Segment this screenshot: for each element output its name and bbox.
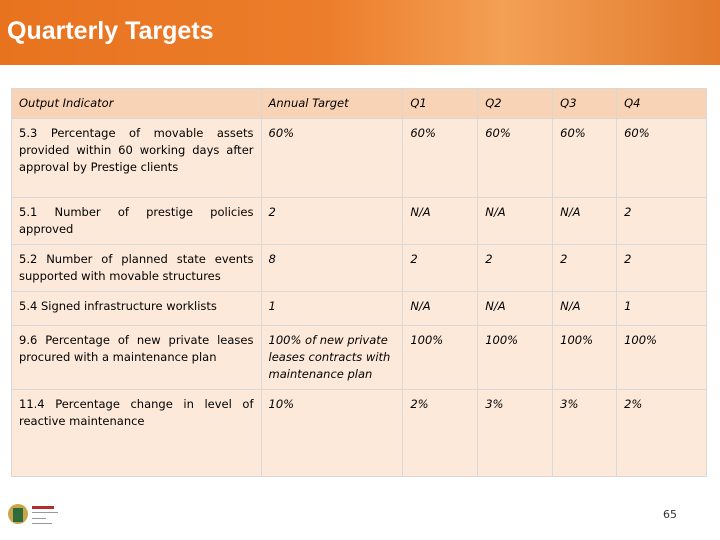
- table-row: 5.1 Number of prestige policies approved…: [11, 197, 707, 245]
- table-cell: 8: [260, 244, 404, 292]
- table-row: 11.4 Percentage change in level of react…: [11, 389, 707, 477]
- table-cell: 5.2 Number of planned state events suppo…: [11, 244, 262, 292]
- table-cell: 2: [616, 244, 707, 292]
- table-cell: 2: [260, 197, 404, 245]
- table-cell: 100%: [402, 325, 479, 390]
- table-cell: 100%: [477, 325, 554, 390]
- table-cell: 1: [616, 291, 707, 326]
- column-header: Q2: [477, 88, 554, 119]
- table-cell: 10%: [260, 389, 404, 477]
- table-cell: N/A: [552, 291, 618, 326]
- column-header: Output Indicator: [11, 88, 262, 119]
- table-cell: 2%: [616, 389, 707, 477]
- slide-title: Quarterly Targets: [7, 17, 214, 45]
- table-cell: 3%: [552, 389, 618, 477]
- table-cell: 60%: [616, 118, 707, 198]
- table-cell: 5.1 Number of prestige policies approved: [11, 197, 262, 245]
- table-cell: N/A: [402, 291, 479, 326]
- table-cell: 100%: [552, 325, 618, 390]
- table-cell: 2: [477, 244, 554, 292]
- header-band: [0, 0, 720, 65]
- table-cell: 2%: [402, 389, 479, 477]
- table-cell: 60%: [402, 118, 479, 198]
- table-cell: 2: [616, 197, 707, 245]
- table-cell: 5.4 Signed infrastructure worklists: [11, 291, 262, 326]
- table-cell: 9.6 Percentage of new private leases pro…: [11, 325, 262, 390]
- table-row: 5.2 Number of planned state events suppo…: [11, 244, 707, 292]
- table-cell: 60%: [552, 118, 618, 198]
- table-cell: 2: [552, 244, 618, 292]
- table-cell: 2: [402, 244, 479, 292]
- table-cell: 60%: [260, 118, 404, 198]
- column-header: Q4: [616, 88, 707, 119]
- targets-table: Output Indicator Annual Target Q1 Q2 Q3 Q4 5.3…: [11, 88, 707, 477]
- column-header: Annual Target: [260, 88, 404, 119]
- column-header: Q3: [552, 88, 618, 119]
- table-cell: 100%: [616, 325, 707, 390]
- table-cell: N/A: [552, 197, 618, 245]
- table-cell: N/A: [477, 197, 554, 245]
- table-cell: 1: [260, 291, 404, 326]
- table-cell: 60%: [477, 118, 554, 198]
- table-row: 9.6 Percentage of new private leases pro…: [11, 325, 707, 390]
- table-cell: 100% of new private leases contracts wit…: [260, 325, 404, 390]
- page-number: 65: [663, 508, 677, 521]
- table-row: 5.3 Percentage of movable assets provide…: [11, 118, 707, 198]
- table-cell: N/A: [402, 197, 479, 245]
- logo: [8, 504, 58, 524]
- table-cell: 3%: [477, 389, 554, 477]
- table-cell: 11.4 Percentage change in level of react…: [11, 389, 262, 477]
- table-row: 5.4 Signed infrastructure worklists 1 N/A N…: [11, 291, 707, 326]
- header-row: Output Indicator Annual Target Q1 Q2 Q3 Q4: [11, 88, 707, 119]
- table-cell: 5.3 Percentage of movable assets provide…: [11, 118, 262, 198]
- column-header: Q1: [402, 88, 479, 119]
- table-cell: N/A: [477, 291, 554, 326]
